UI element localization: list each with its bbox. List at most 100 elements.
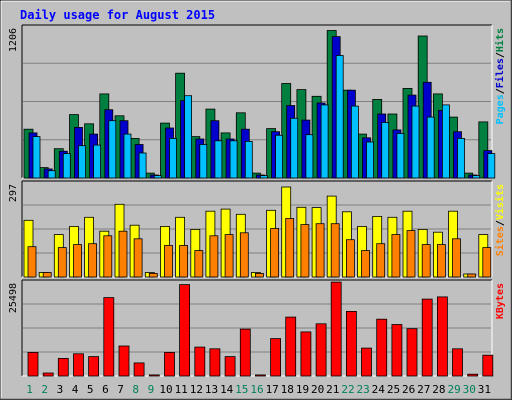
x-tick-label: 21 bbox=[326, 383, 339, 396]
bar-pages-day-19 bbox=[305, 134, 314, 179]
x-tick-label: 7 bbox=[117, 383, 124, 396]
legend-files: Files bbox=[494, 58, 506, 88]
bar-kbytes-day-20 bbox=[315, 323, 327, 377]
y-max-label: 1206 bbox=[8, 28, 19, 52]
bar-hits-day-31 bbox=[478, 121, 489, 179]
bar-sites-day-19 bbox=[300, 224, 310, 278]
series-kbytes bbox=[27, 281, 494, 377]
bar-sites-day-30 bbox=[467, 273, 477, 278]
bar-pages-day-10 bbox=[169, 137, 177, 179]
bar-kbytes-day-27 bbox=[421, 298, 433, 377]
bar-sites-day-22 bbox=[345, 239, 355, 278]
legend-separator: / bbox=[495, 52, 506, 58]
bar-kbytes-day-18 bbox=[285, 316, 297, 377]
bar-pages-day-1 bbox=[32, 136, 41, 179]
legend-kbytes: KBytes bbox=[495, 283, 506, 319]
bar-pages-day-8 bbox=[138, 152, 147, 179]
x-tick-label: 15 bbox=[235, 383, 248, 396]
bar-pages-day-22 bbox=[350, 105, 359, 179]
bar-pages-day-4 bbox=[78, 145, 86, 179]
bar-pages-day-31 bbox=[487, 153, 496, 179]
chart-panel-middle: 297 Sites/Visits bbox=[8, 180, 506, 278]
bar-sites-day-14 bbox=[224, 234, 234, 278]
x-tick-label: 30 bbox=[463, 383, 476, 396]
bar-pages-day-23 bbox=[366, 141, 374, 179]
bar-kbytes-day-15 bbox=[239, 328, 251, 377]
series-legend: Sites/Visits bbox=[494, 184, 506, 256]
bar-pages-day-30 bbox=[472, 175, 481, 179]
bar-sites-day-21 bbox=[330, 223, 340, 278]
legend-pages: Pages bbox=[495, 94, 506, 124]
x-tick-label: 11 bbox=[175, 383, 188, 396]
bar-kbytes-day-25 bbox=[391, 324, 403, 377]
bar-kbytes-day-29 bbox=[452, 348, 463, 377]
x-tick-label: 17 bbox=[266, 383, 279, 396]
bar-sites-day-28 bbox=[436, 244, 446, 278]
bar-kbytes-day-17 bbox=[270, 338, 282, 377]
bar-sites-day-18 bbox=[285, 218, 295, 278]
bar-pages-day-18 bbox=[290, 117, 299, 179]
chart-panels: 1206Pages/Files/Hits297Sites/Visits25498… bbox=[8, 24, 506, 377]
bar-kbytes-day-5 bbox=[88, 356, 99, 377]
bar-sites-day-1 bbox=[27, 246, 37, 278]
bar-sites-day-6 bbox=[103, 235, 113, 278]
bar-pages-day-11 bbox=[184, 95, 193, 179]
bar-kbytes-day-7 bbox=[118, 345, 130, 377]
bar-kbytes-day-21 bbox=[330, 281, 342, 377]
x-tick-label: 31 bbox=[478, 383, 491, 396]
bar-pages-day-20 bbox=[320, 104, 329, 179]
x-tick-label: 1 bbox=[26, 383, 33, 396]
x-tick-label: 9 bbox=[148, 383, 155, 396]
bar-sites-day-13 bbox=[209, 235, 219, 278]
bar-kbytes-day-3 bbox=[57, 357, 69, 377]
bar-kbytes-day-31 bbox=[482, 354, 494, 377]
bar-pages-day-12 bbox=[199, 144, 208, 179]
bar-sites-day-29 bbox=[452, 238, 461, 278]
bar-kbytes-day-28 bbox=[436, 296, 448, 377]
bar-pages-day-25 bbox=[396, 133, 405, 179]
bar-sites-day-8 bbox=[133, 238, 143, 278]
legend-separator: / bbox=[495, 88, 506, 94]
x-tick-label: 4 bbox=[72, 383, 79, 396]
bar-pages-day-28 bbox=[441, 104, 450, 179]
bar-sites-day-16 bbox=[254, 272, 264, 278]
bar-pages-day-29 bbox=[457, 137, 465, 179]
x-tick-label: 2 bbox=[41, 383, 48, 396]
y-max-label: 25498 bbox=[8, 283, 19, 313]
y-max-label: 297 bbox=[8, 184, 19, 202]
x-tick-label: 20 bbox=[311, 383, 324, 396]
bar-sites-day-26 bbox=[406, 230, 416, 278]
series-legend: Pages/Files/Hits bbox=[494, 28, 506, 124]
bar-pages-day-26 bbox=[411, 105, 420, 179]
chart-title: Daily usage for August 2015 bbox=[20, 8, 215, 22]
x-tick-label: 25 bbox=[387, 383, 400, 396]
bar-sites-day-27 bbox=[421, 244, 431, 278]
bar-kbytes-day-12 bbox=[194, 346, 206, 377]
legend-hits: Hits bbox=[494, 28, 506, 52]
x-tick-label: 5 bbox=[87, 383, 94, 396]
bar-kbytes-day-30 bbox=[467, 373, 479, 377]
bar-pages-day-16 bbox=[259, 175, 268, 179]
bar-pages-day-5 bbox=[93, 144, 101, 179]
bar-kbytes-day-19 bbox=[300, 331, 312, 377]
bar-sites-day-20 bbox=[315, 223, 325, 278]
bar-pages-day-2 bbox=[47, 170, 56, 179]
bar-pages-day-7 bbox=[123, 133, 132, 179]
x-tick-label: 13 bbox=[205, 383, 218, 396]
bar-kbytes-day-10 bbox=[164, 351, 175, 377]
bar-sites-day-11 bbox=[179, 245, 189, 278]
bar-sites-day-12 bbox=[194, 250, 204, 278]
bar-kbytes-day-24 bbox=[376, 318, 388, 377]
bar-sites-day-10 bbox=[164, 245, 173, 278]
bar-kbytes-day-9 bbox=[148, 374, 160, 377]
bar-sites-day-7 bbox=[118, 230, 128, 278]
bar-sites-day-24 bbox=[376, 243, 386, 278]
bar-kbytes-day-23 bbox=[361, 347, 372, 377]
bar-pages-day-27 bbox=[426, 116, 435, 179]
bar-kbytes-day-8 bbox=[133, 362, 145, 377]
bar-kbytes-day-22 bbox=[345, 310, 357, 377]
bar-sites-day-25 bbox=[391, 234, 401, 278]
bar-sites-day-2 bbox=[42, 272, 52, 278]
